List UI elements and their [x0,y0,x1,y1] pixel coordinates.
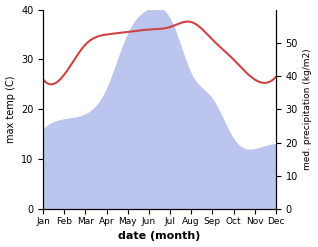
Y-axis label: max temp (C): max temp (C) [5,76,16,143]
Y-axis label: med. precipitation (kg/m2): med. precipitation (kg/m2) [303,49,313,170]
X-axis label: date (month): date (month) [118,231,201,242]
